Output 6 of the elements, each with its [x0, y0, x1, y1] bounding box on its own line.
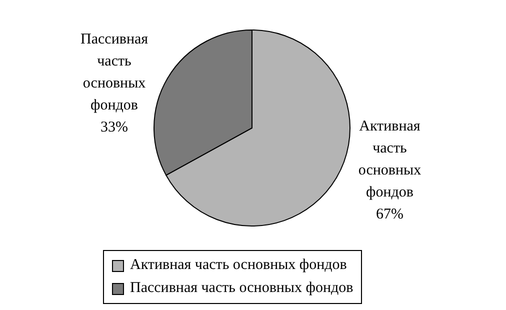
slice-label: Активная часть основных фондов	[358, 118, 422, 201]
slice-label: Пассивная часть основных фондов	[80, 32, 148, 114]
data-label: 33%	[100, 120, 128, 136]
legend-label: Активная часть основных фондов	[130, 257, 347, 274]
legend-label: Пассивная часть основных фондов	[130, 280, 354, 297]
data-label: 67%	[376, 206, 404, 223]
